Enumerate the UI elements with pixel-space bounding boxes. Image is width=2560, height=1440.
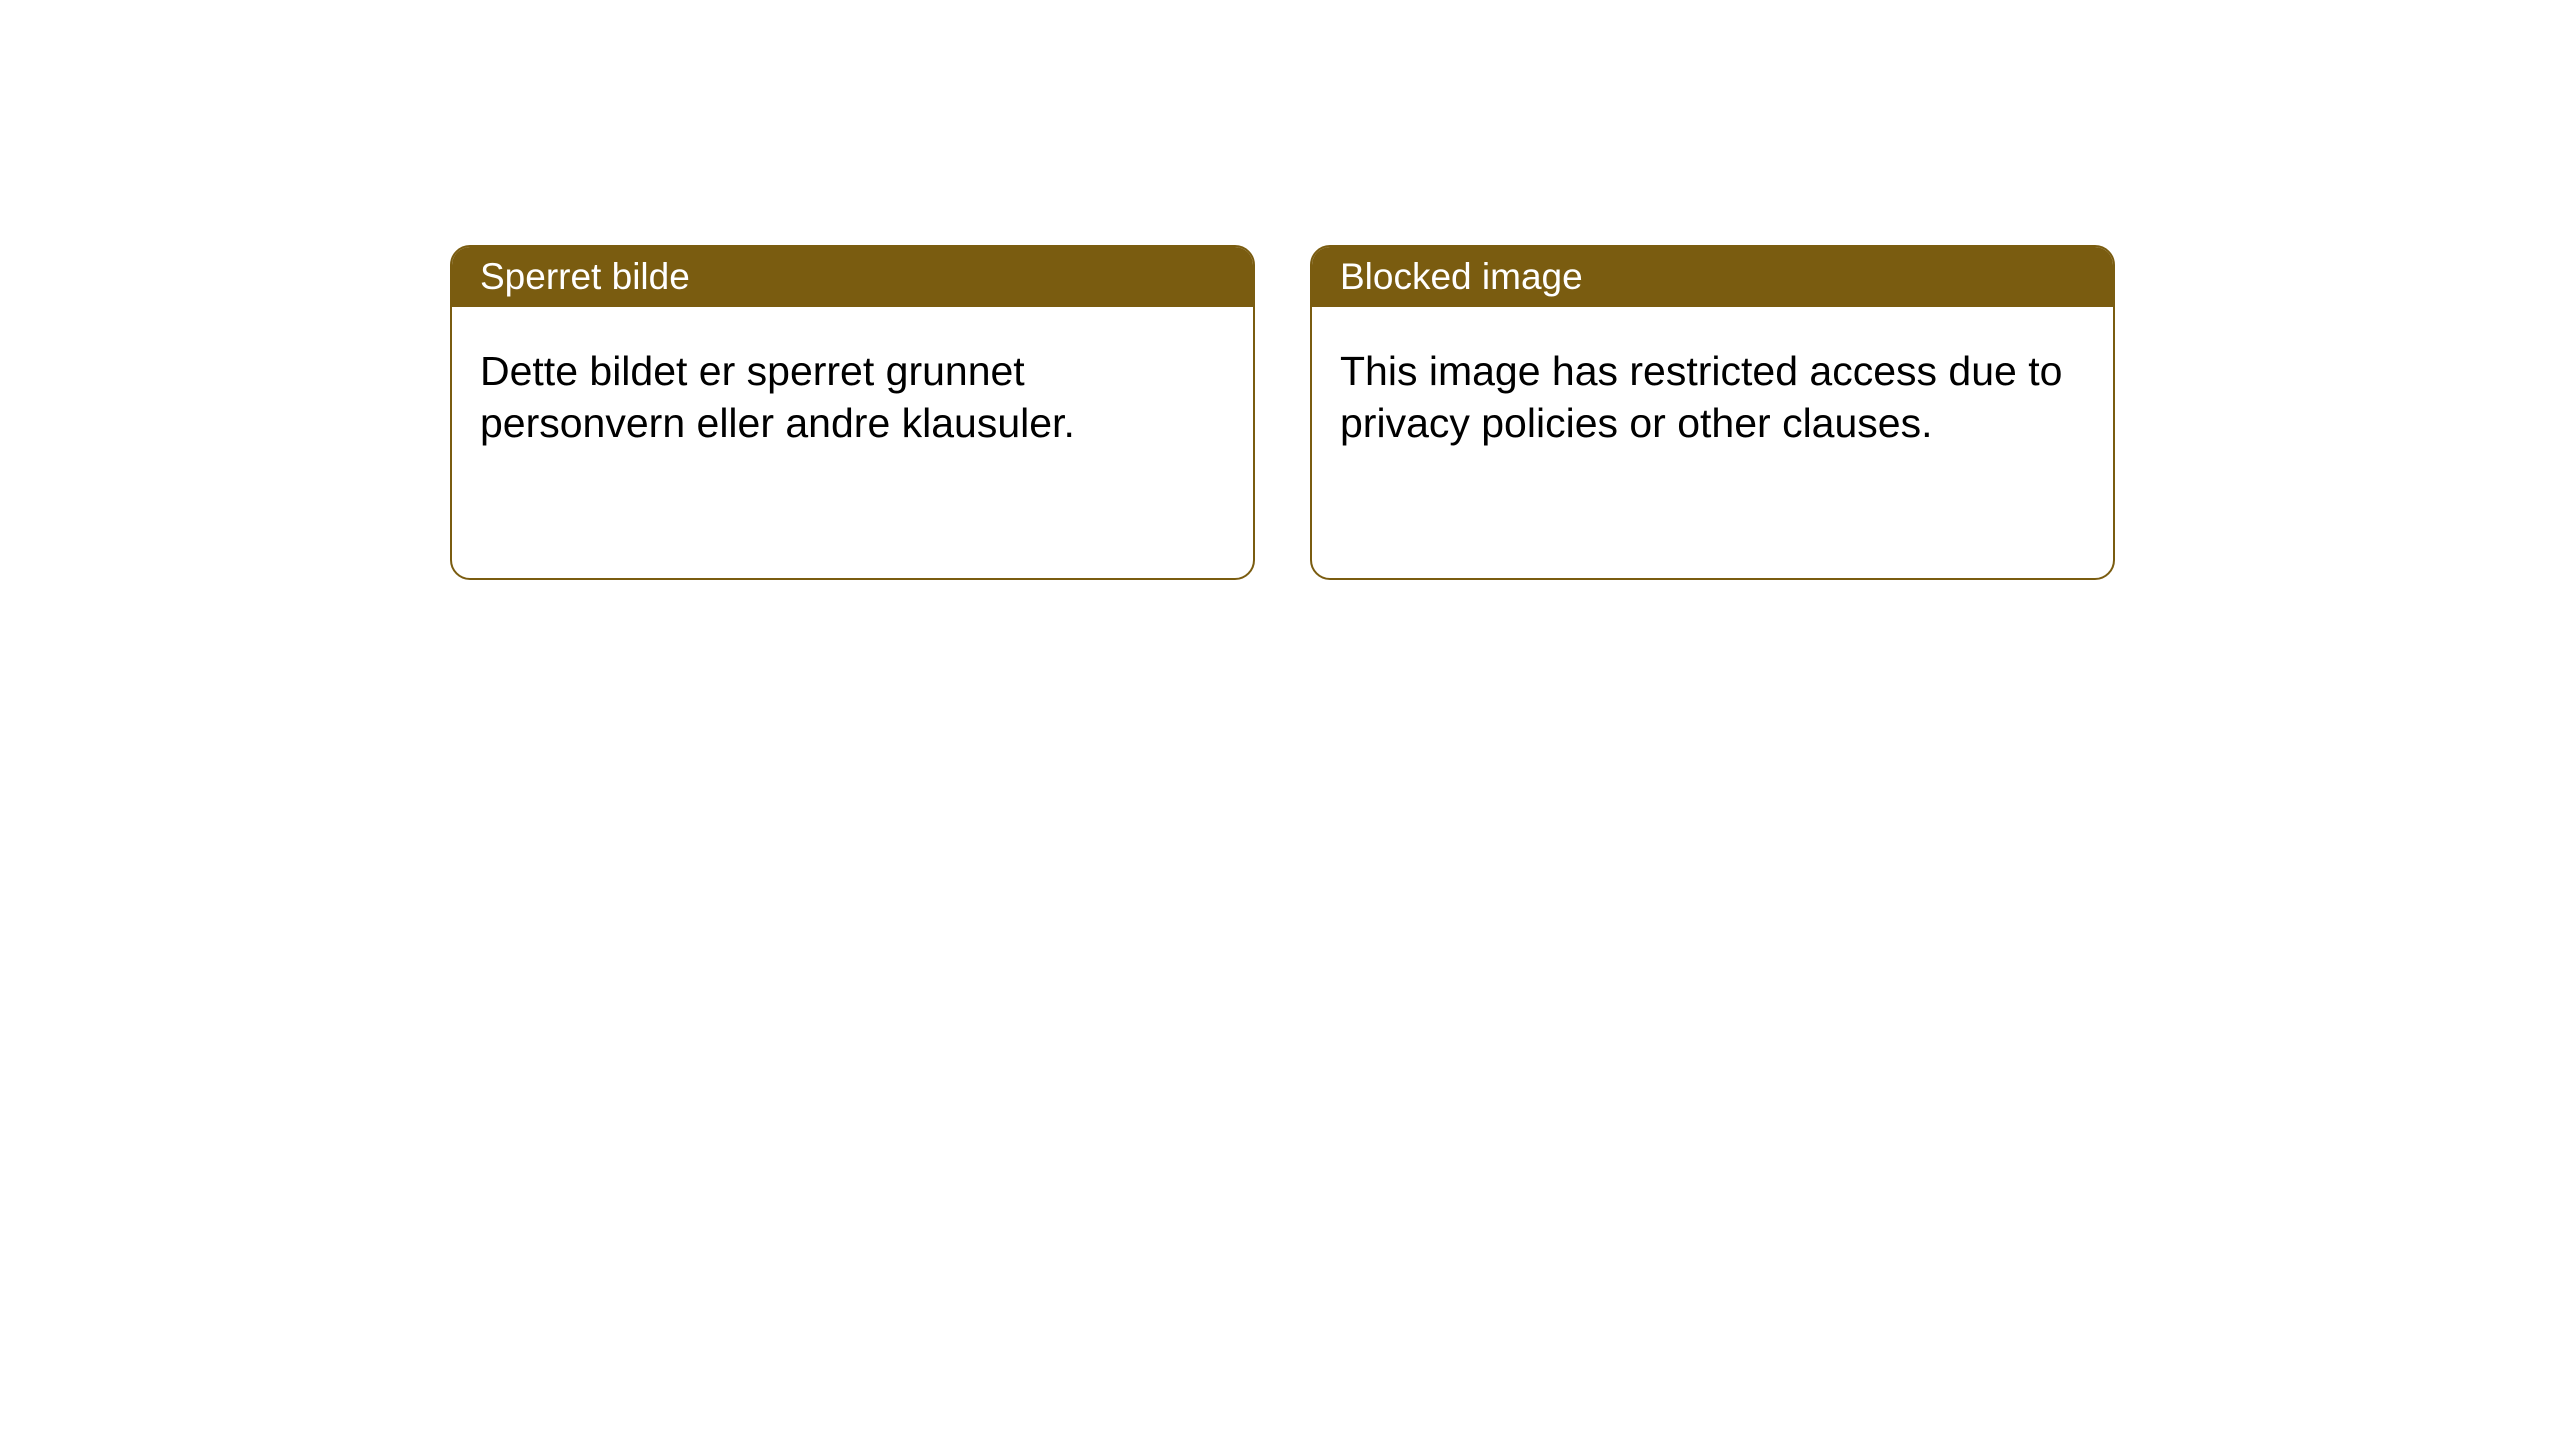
card-body-text: This image has restricted access due to … [1340, 348, 2062, 446]
blocked-image-card-en: Blocked image This image has restricted … [1310, 245, 2115, 580]
card-title: Blocked image [1340, 256, 1583, 298]
card-title: Sperret bilde [480, 256, 690, 298]
card-header: Sperret bilde [452, 247, 1253, 307]
card-body: Dette bildet er sperret grunnet personve… [452, 307, 1253, 487]
card-header: Blocked image [1312, 247, 2113, 307]
blocked-image-card-no: Sperret bilde Dette bildet er sperret gr… [450, 245, 1255, 580]
card-body-text: Dette bildet er sperret grunnet personve… [480, 348, 1075, 446]
card-body: This image has restricted access due to … [1312, 307, 2113, 487]
cards-container: Sperret bilde Dette bildet er sperret gr… [0, 0, 2560, 580]
